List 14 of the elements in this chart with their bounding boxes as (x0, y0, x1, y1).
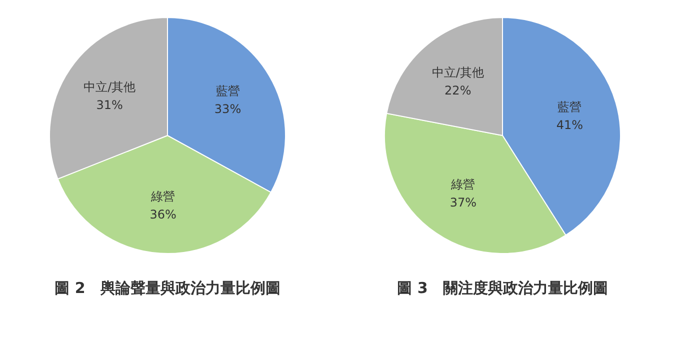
data-label: 37% (450, 195, 476, 210)
data-label: 33% (214, 102, 242, 116)
slice-label: 中立/其他 (84, 80, 136, 94)
slice-label: 綠營 (450, 177, 476, 192)
data-label: 36% (150, 207, 176, 222)
slice-label: 綠營 (150, 189, 176, 204)
text: 圖 3 關注度與政治力量比例圖 (397, 279, 608, 297)
slice-label: 藍營 (558, 100, 582, 114)
data-label: 41% (556, 118, 584, 132)
data-label: 31% (96, 98, 123, 112)
data-label: 22% (444, 84, 472, 98)
text: 圖 2 輿論聲量與政治力量比例圖 (54, 279, 280, 297)
slice-label: 藍營 (216, 84, 240, 98)
slice-label: 中立/其他 (432, 66, 484, 80)
